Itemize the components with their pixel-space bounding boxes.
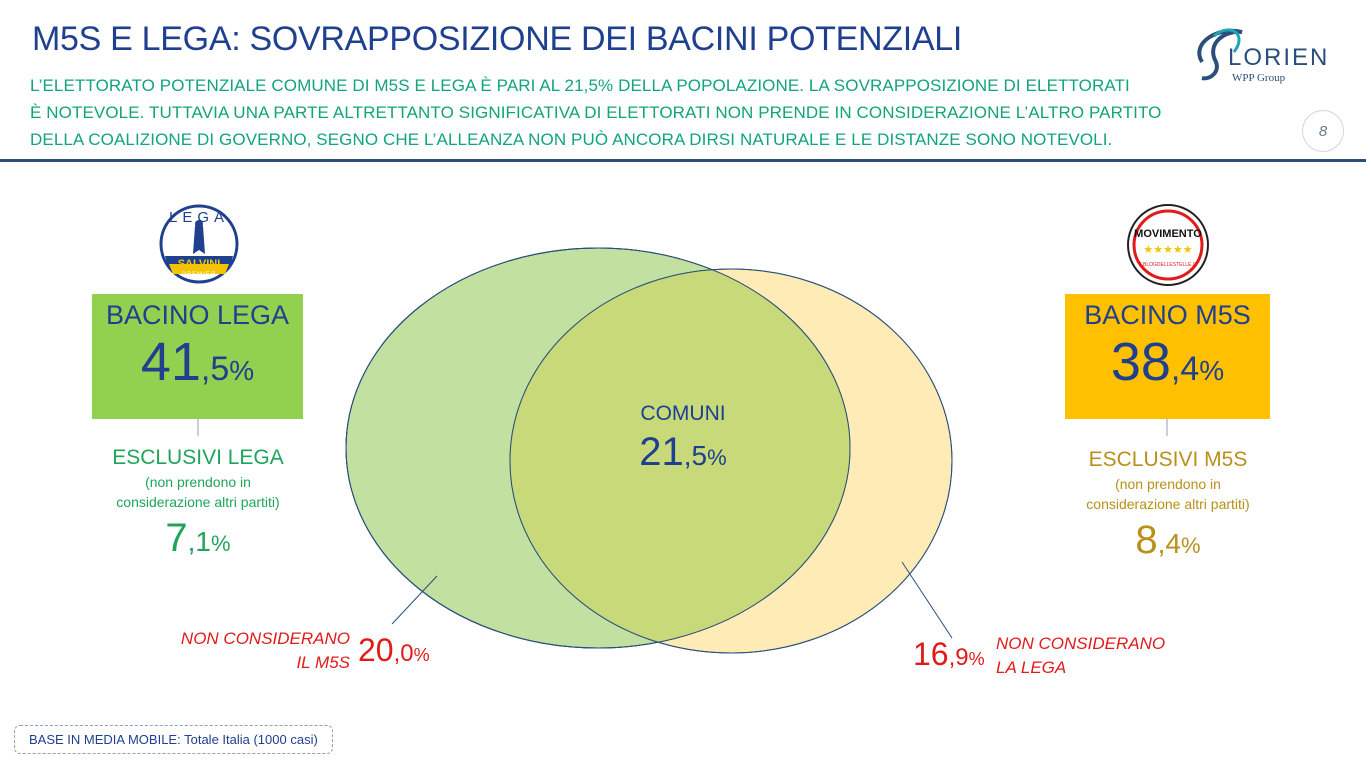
- lega-box: BACINO LEGA 41,5%: [92, 294, 303, 419]
- m5s-not-considering-label: NON CONSIDERANO LA LEGA: [996, 632, 1165, 680]
- m5s-logo-bottom: ILBLOGDELLESTELLE.IT: [1138, 262, 1198, 268]
- m5s-logo-stars: ★★★★★: [1143, 244, 1193, 256]
- lega-exclusive-note-1: (non prendono in: [145, 474, 251, 490]
- m5s-exclusive-note-1: (non prendono in: [1115, 476, 1221, 492]
- m5s-not-considering-line-1: NON CONSIDERANO: [996, 634, 1166, 653]
- subtitle-line-1: L’ELETTORATO POTENZIALE COMUNE DI M5S E …: [30, 76, 1130, 95]
- page-number: 8: [1302, 110, 1344, 152]
- footer-text: Totale Italia (1000 casi): [184, 732, 318, 747]
- m5s-logo-text: MOVIMENTO: [1134, 228, 1202, 240]
- lorien-logo-icon: [1197, 28, 1243, 81]
- footer-label: BASE IN MEDIA MOBILE:: [29, 732, 181, 747]
- lega-not-considering-line-2: IL M5S: [296, 653, 350, 672]
- header-divider: [0, 159, 1366, 162]
- subtitle-line-2: È NOTEVOLE. TUTTAVIA UNA PARTE ALTRETTAN…: [30, 103, 1162, 122]
- lega-logo-band: SALVINI: [177, 258, 221, 270]
- m5s-exclusive-value: 8,4%: [1135, 518, 1201, 562]
- lega-box-title: BACINO LEGA: [105, 300, 290, 330]
- m5s-box-title: BACINO M5S: [1084, 300, 1251, 330]
- lega-logo-icon: [159, 204, 239, 284]
- subtitle-line-3: DELLA COALIZIONE DI GOVERNO, SEGNO CHE L…: [30, 130, 1113, 149]
- m5s-exclusive-block: ESCLUSIVI M5S (non prendono in considera…: [1068, 448, 1268, 563]
- m5s-pointer-line: [901, 561, 953, 639]
- lega-total-value: 41,5%: [140, 332, 255, 392]
- m5s-box: BACINO M5S 38,4%: [1065, 294, 1270, 419]
- page-title: M5S E LEGA: SOVRAPPOSIZIONE DEI BACINI P…: [32, 20, 962, 58]
- lega-exclusive-block: ESCLUSIVI LEGA (non prendono in consider…: [98, 446, 298, 561]
- m5s-exclusive-note-2: considerazione altri partiti): [1086, 496, 1250, 512]
- lega-not-considering-value: 20,0%: [358, 632, 430, 668]
- lega-exclusive-note-2: considerazione altri partiti): [116, 494, 280, 510]
- lega-not-considering-line-1: NON CONSIDERANO: [180, 629, 350, 648]
- m5s-not-considering-line-2: LA LEGA: [996, 658, 1067, 677]
- brand-name: LORIEN: [1228, 44, 1330, 71]
- lega-exclusive-title: ESCLUSIVI LEGA: [112, 446, 284, 469]
- m5s-exclusive-title: ESCLUSIVI M5S: [1088, 448, 1248, 471]
- footer-note: BASE IN MEDIA MOBILE: Totale Italia (100…: [14, 725, 333, 754]
- lega-not-considering-label: NON CONSIDERANO IL M5S: [160, 627, 350, 675]
- common-block: COMUNI 21,5%: [583, 402, 783, 475]
- lega-logo-sub: PREMIER: [181, 272, 217, 278]
- m5s-total-value: 38,4%: [1110, 332, 1225, 392]
- m5s-logo-icon: [1127, 204, 1209, 286]
- common-value: 21,5%: [639, 430, 727, 474]
- lega-logo-text: LEGA: [168, 209, 230, 226]
- lega-exclusive-value: 7,1%: [165, 516, 231, 560]
- brand-group: WPP Group: [1232, 72, 1286, 84]
- common-label: COMUNI: [640, 402, 726, 425]
- m5s-not-considering-value: 16,9%: [913, 636, 985, 672]
